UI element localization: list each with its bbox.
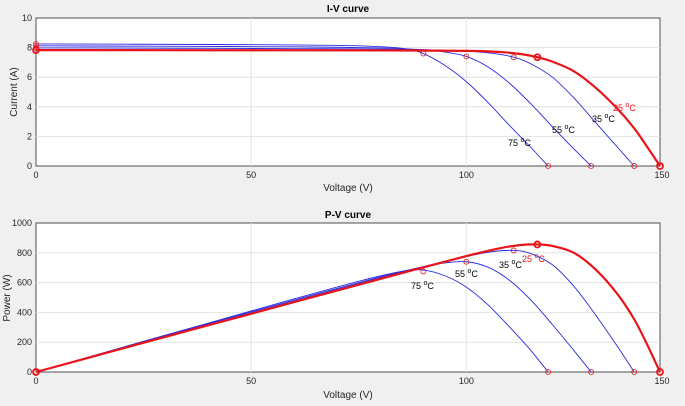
iv-series-line-1 (35, 45, 592, 167)
iv-y-tick-label: 0 (27, 161, 32, 171)
pv-series-line-3 (35, 243, 661, 374)
iv-curves (35, 43, 661, 167)
pv-series-marker-0 (420, 268, 427, 275)
iv-x-tick-label: 150 (654, 170, 669, 180)
iv-x-tick-label: 0 (33, 170, 38, 180)
iv-y-tick-label: 2 (27, 131, 32, 141)
pv-series-marker-0 (545, 369, 552, 375)
pv-grid (36, 223, 660, 372)
iv-x-tick-label: 100 (459, 170, 474, 180)
iv-series-marker-3 (533, 53, 542, 62)
pv-series-marker-3 (533, 240, 542, 249)
pv-series-annotation-0: 75 oC (411, 280, 434, 291)
pv-x-axis-label: Voltage (V) (323, 390, 372, 401)
pv-x-tick-label: 0 (33, 376, 38, 386)
iv-series-marker-1 (588, 163, 595, 169)
iv-chart-title: I-V curve (327, 4, 370, 15)
iv-series-annotation-3: 25 oC (613, 102, 636, 113)
iv-y-axis-label: Current (A) (9, 67, 20, 116)
iv-series-line-3 (35, 49, 661, 167)
iv-y-tick-label: 10 (22, 13, 32, 23)
iv-series-marker-0 (420, 50, 427, 57)
iv-series-annotation-0: 75 oC (508, 137, 531, 148)
pv-series-line-1 (35, 261, 592, 373)
pv-chart: 0 50 100 150 0 200 400 600 800 1000 75 oC 55 oC 35 … (2, 210, 670, 401)
pv-chart-title: P-V curve (325, 210, 372, 221)
pv-y-tick-label: 1000 (12, 218, 32, 228)
pv-x-tick-label: 100 (459, 376, 474, 386)
pv-series-marker-2 (510, 247, 517, 254)
iv-series-annotation-1: 55 oC (552, 124, 575, 135)
pv-y-tick-label: 0 (27, 367, 32, 377)
pv-y-tick-label: 200 (17, 337, 32, 347)
pv-markers (32, 240, 664, 376)
iv-x-tick-label: 50 (246, 170, 256, 180)
pv-y-tick-label: 800 (17, 248, 32, 258)
iv-markers (32, 41, 664, 170)
pv-series-annotation-1: 55 oC (455, 268, 478, 279)
iv-series-marker-3 (656, 162, 664, 170)
iv-series-marker-0 (545, 163, 552, 169)
pv-y-tick-label: 600 (17, 278, 32, 288)
pv-ticks: 0 50 100 150 0 200 400 600 800 1000 (12, 218, 670, 386)
iv-series-marker-3 (32, 46, 40, 55)
pv-y-tick-label: 400 (17, 307, 32, 317)
pv-series-marker-1 (588, 369, 595, 375)
iv-x-axis-label: Voltage (V) (323, 183, 372, 194)
pv-plot-area (35, 222, 661, 373)
pv-series-annotation-3: 25 oC (522, 253, 545, 264)
iv-series-annotation-2: 35 oC (592, 113, 615, 124)
pv-series-marker-2 (631, 369, 638, 375)
pv-series-marker-3 (656, 368, 664, 376)
iv-series-marker-1 (33, 42, 39, 49)
iv-y-tick-label: 4 (27, 102, 32, 112)
iv-series-marker-1 (463, 53, 470, 60)
pv-series-annotation-2: 35 oC (499, 259, 522, 270)
iv-ticks: 0 50 100 150 0 2 4 6 8 10 (22, 13, 670, 180)
iv-series-marker-2 (510, 54, 517, 61)
iv-y-tick-label: 6 (27, 72, 32, 82)
iv-series-line-2 (35, 47, 635, 167)
pv-series-marker-3 (32, 368, 40, 376)
pv-curves (35, 243, 661, 374)
pv-series-marker-1 (463, 258, 470, 265)
pv-x-tick-label: 50 (246, 376, 256, 386)
pv-y-axis-label: Power (W) (2, 274, 13, 321)
iv-series-marker-2 (631, 163, 638, 169)
iv-plot-area (35, 17, 661, 167)
pv-x-tick-label: 150 (654, 376, 669, 386)
iv-y-tick-label: 8 (27, 43, 32, 53)
